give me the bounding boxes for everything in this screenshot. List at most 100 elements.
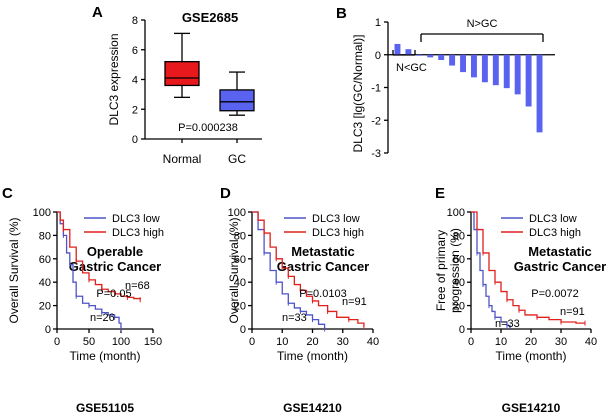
panel-d-xtick-label: 0: [249, 336, 255, 348]
panel-c-xtick-label: 150: [144, 336, 162, 348]
panel-c-y-label: Overall Survival (%): [7, 217, 21, 323]
panel-b-ytick-label: -2: [371, 115, 381, 127]
panel-b-bar: [525, 54, 532, 107]
panel-a-ytick-label: 6: [132, 45, 138, 57]
panel-e-curve-high: [471, 211, 585, 324]
panel-c-n-low: n=26: [90, 312, 115, 324]
panel-c-x-label: Time (month): [70, 349, 141, 363]
panel-d-xtick-label: 10: [276, 336, 288, 348]
panel-c-ytick-label: 60: [39, 254, 51, 266]
panel-d-xtick-label: 20: [306, 336, 318, 348]
panel-e-ytick-label: 0: [459, 324, 465, 336]
panel-b-bar: [492, 54, 499, 86]
panel-a-p-value: P=0.000238: [178, 122, 238, 134]
panel-e-n-high: n=91: [560, 306, 585, 318]
panel-letter-e: E: [435, 185, 445, 202]
panel-a-category-label: Normal: [163, 152, 202, 166]
panel-c-title: Gastric Cancer: [69, 259, 162, 274]
panel-d-ytick-label: 20: [234, 301, 246, 313]
panel-b-bar: [514, 54, 521, 95]
panel-a-title: GSE2685: [182, 10, 238, 25]
panel-d-ytick-label: 100: [228, 207, 246, 219]
panel-letter-d: D: [220, 185, 231, 202]
panel-e-p-value: P=0.0072: [531, 288, 578, 300]
panel-d-ytick-label: 80: [234, 230, 246, 242]
panel-b-annotation-right: N>GC: [467, 18, 498, 30]
panel-d-xtick-label: 40: [367, 336, 379, 348]
panel-b-annotation-left: N<GC: [396, 62, 427, 74]
panel-d-ytick-label: 40: [234, 277, 246, 289]
panel-d-xtick-label: 30: [337, 336, 349, 348]
panel-e-legend-label: DLC3 high: [529, 227, 581, 239]
panel-e-ytick-label: 20: [453, 301, 465, 313]
panel-a-box-normal: [164, 61, 200, 87]
panel-b-bar: [449, 54, 456, 66]
panel-c-ytick-label: 20: [39, 301, 51, 313]
panel-d-legend-label: DLC3 high: [312, 227, 364, 239]
panel-c-xtick-label: 50: [83, 336, 95, 348]
panel-a-y-label: DLC3 expression: [107, 33, 121, 125]
panel-d-legend-label: DLC3 low: [312, 213, 360, 225]
panel-letter-b: B: [336, 5, 347, 22]
panel-letter-c: C: [2, 185, 13, 202]
panel-e-legend-label: DLC3 low: [529, 213, 577, 225]
panel-c-p-value: P=0.05: [96, 288, 131, 300]
panel-b-ytick-label: 1: [375, 17, 381, 29]
panel-b-ytick-label: 0: [375, 50, 381, 62]
panel-b-bar: [503, 54, 510, 89]
panel-e-ytick-label: 60: [453, 254, 465, 266]
panel-e-xtick-label: 40: [585, 336, 597, 348]
panel-c-dataset: GSE51105: [76, 401, 134, 415]
panel-e-xtick-label: 20: [525, 336, 537, 348]
panel-b-bar: [536, 54, 543, 133]
panel-b-bar: [416, 54, 423, 56]
panel-c-ytick-label: 40: [39, 277, 51, 289]
panel-letter-a: A: [92, 4, 103, 21]
panel-c-title: Operable: [87, 244, 143, 259]
panel-e-xtick-label: 30: [555, 336, 567, 348]
panel-c-ytick-label: 100: [33, 207, 51, 219]
panel-d-n-low: n=33: [282, 312, 307, 324]
panel-d-y-label: Overall Survival (%): [227, 217, 241, 323]
panel-b-bar: [460, 54, 466, 73]
panel-e-ytick-label: 100: [447, 207, 465, 219]
panel-b-bar: [471, 54, 477, 78]
panel-e-y-label: Free of primary: [434, 230, 448, 311]
panel-a-ytick-label: 4: [132, 75, 138, 87]
panel-d-p-value: P=0.0103: [299, 288, 346, 300]
panel-b-bar: [405, 49, 412, 55]
panel-c-ytick-label: 0: [45, 324, 51, 336]
panel-e-ytick-label: 40: [453, 277, 465, 289]
panel-d-ytick-label: 60: [234, 254, 246, 266]
panel-a-ytick-label: 8: [132, 15, 138, 27]
panel-d-title: Gastric Cancer: [277, 259, 370, 274]
panel-a-ytick-label: 2: [132, 104, 138, 116]
panel-e-n-low: n=33: [495, 318, 520, 330]
panel-d-ytick-label: 0: [240, 324, 246, 336]
panel-e-xtick-label: 0: [468, 336, 474, 348]
panel-b-bar: [438, 54, 445, 60]
panel-b-bar: [427, 54, 434, 58]
panel-e-xtick-label: 10: [495, 336, 507, 348]
panel-b-ytick-label: -1: [371, 83, 381, 95]
panel-b-ytick-label: -3: [371, 148, 381, 160]
panel-d-dataset: GSE14210: [283, 401, 342, 415]
panel-b-bar: [394, 43, 401, 55]
panel-c-xtick-label: 0: [54, 336, 60, 348]
panel-e-y-label: progression (%): [448, 228, 462, 313]
panel-c-legend-label: DLC3 high: [112, 227, 164, 239]
panel-c-xtick-label: 100: [112, 336, 130, 348]
panel-e-title: Metastatic: [528, 244, 592, 259]
panel-a-category-label: GC: [228, 152, 246, 166]
panel-a-box-gc: [219, 89, 255, 112]
panel-c-legend-label: DLC3 low: [112, 213, 160, 225]
panel-c-ytick-label: 80: [39, 230, 51, 242]
panel-c-n-high: n=68: [125, 280, 150, 292]
panel-d-title: Metastatic: [291, 244, 355, 259]
panel-e-curve-low: [471, 211, 511, 329]
panel-a-ytick-label: 0: [132, 134, 138, 146]
panel-e-ytick-label: 80: [453, 230, 465, 242]
panel-d-x-label: Time (month): [277, 349, 348, 363]
